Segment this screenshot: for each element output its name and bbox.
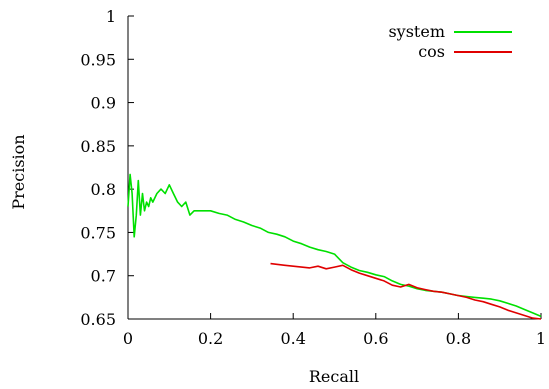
series-line-cos: [270, 262, 542, 320]
axis-ticks: 0 0.2 0.4 0.6 0.8 1 0.65 0.7 0.75 0.8 0.85 0.9 0.95 1: [80, 7, 546, 348]
series-line-system: [127, 173, 542, 318]
y-tick-label: 0.75: [80, 223, 116, 242]
x-tick-label: 0.4: [280, 329, 305, 348]
y-tick-label: 0.8: [91, 180, 116, 199]
x-tick-label: 1: [536, 329, 546, 348]
legend-label-system: system: [388, 22, 445, 41]
y-tick-label: 0.9: [91, 94, 116, 113]
y-tick-label: 0.65: [80, 310, 116, 329]
x-tick-label: 0.2: [198, 329, 223, 348]
x-axis-title: Recall: [309, 367, 359, 386]
y-tick-label: 0.95: [80, 50, 116, 69]
x-tick-label: 0: [123, 329, 133, 348]
plot-axes: [127, 16, 541, 320]
series-layer: [127, 173, 542, 320]
x-tick-label: 0.6: [363, 329, 388, 348]
y-tick-label: 1: [106, 7, 116, 26]
y-tick-label: 0.7: [91, 267, 116, 286]
legend-label-cos: cos: [418, 42, 445, 61]
x-tick-label: 0.8: [446, 329, 471, 348]
legend: system cos: [388, 22, 512, 61]
y-tick-label: 0.85: [80, 137, 116, 156]
y-axis-title: Precision: [9, 134, 28, 209]
